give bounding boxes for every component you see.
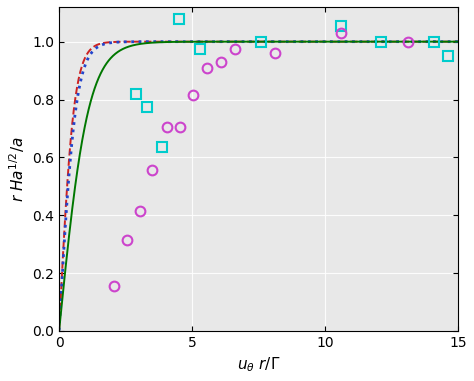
X-axis label: $u_\theta\ r/\Gamma$: $u_\theta\ r/\Gamma$: [237, 355, 280, 374]
Y-axis label: $r\ Ha^{1/2}/a$: $r\ Ha^{1/2}/a$: [7, 136, 27, 202]
